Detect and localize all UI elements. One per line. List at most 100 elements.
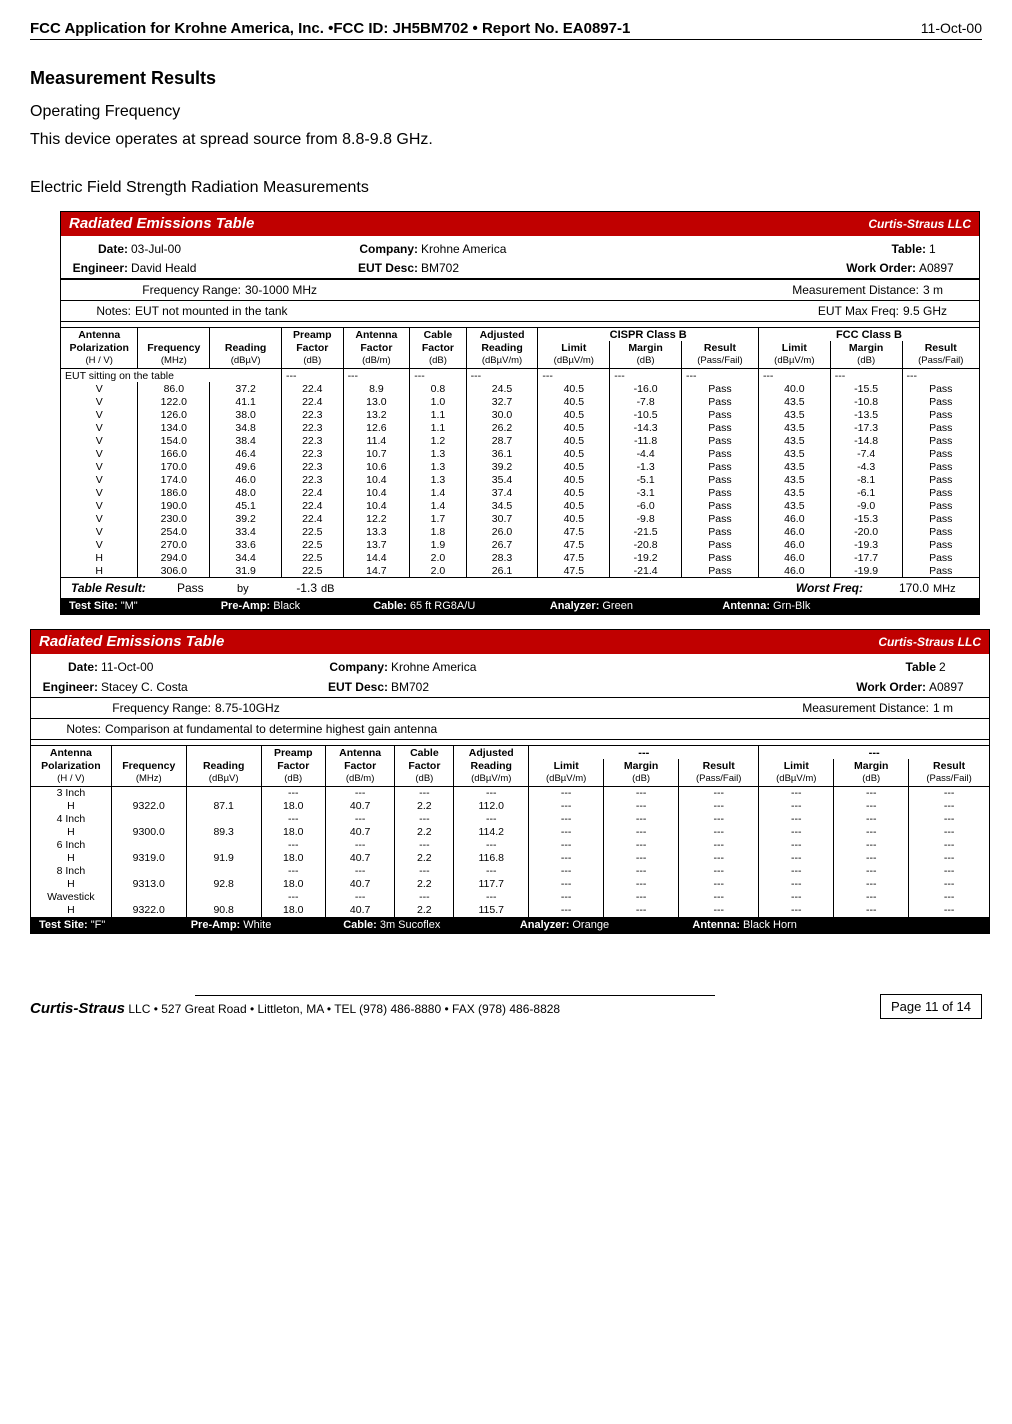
cable-value: 3m Sucoflex — [380, 919, 500, 931]
cell: Pass — [902, 434, 979, 447]
cell: --- — [834, 891, 909, 904]
cell: 48.0 — [210, 486, 282, 499]
date-value: 11-Oct-00 — [101, 658, 153, 677]
cell: --- — [834, 852, 909, 865]
cell: 270.0 — [138, 538, 210, 551]
cell: --- — [679, 852, 759, 865]
col-result1: Result — [679, 759, 759, 772]
cell: Pass — [682, 486, 759, 499]
cell: 2.0 — [410, 551, 466, 564]
cell — [186, 865, 261, 878]
unit-db4: (dB) — [834, 772, 909, 787]
cell: V — [61, 486, 138, 499]
freqrange-label: Frequency Range: — [142, 283, 241, 297]
cell: 1.8 — [410, 525, 466, 538]
operating-text: This device operates at spread source fr… — [30, 131, 982, 149]
eut-label: EUT Desc: — [328, 678, 388, 697]
cell: --- — [529, 904, 604, 917]
cell: 13.0 — [343, 395, 410, 408]
cell: --- — [679, 865, 759, 878]
cell: 40.5 — [538, 447, 610, 460]
cell: 1.1 — [410, 408, 466, 421]
cell: 46.0 — [210, 473, 282, 486]
cell: V — [61, 525, 138, 538]
table2-footer: Test Site: "F" Pre-Amp: White Cable: 3m … — [31, 917, 989, 933]
cell: 45.1 — [210, 499, 282, 512]
cell — [111, 839, 186, 852]
cell: 170.0 — [138, 460, 210, 473]
table-row: V186.048.022.410.41.437.440.5-3.1Pass43.… — [61, 486, 979, 499]
unit-dbuvm3: (dBµV/m) — [759, 772, 834, 787]
cell: Pass — [902, 525, 979, 538]
cell: 34.4 — [210, 551, 282, 564]
cell: 2.2 — [395, 878, 454, 891]
cell: 22.5 — [282, 564, 344, 577]
cell: Pass — [902, 551, 979, 564]
cell: 18.0 — [261, 904, 325, 917]
unit-pf2: (Pass/Fail) — [902, 354, 979, 369]
col-group2: --- — [759, 746, 989, 759]
by-value: -1.3 — [267, 581, 317, 595]
cell: 2.2 — [395, 904, 454, 917]
cell: 14.7 — [343, 564, 410, 577]
cell: V — [61, 473, 138, 486]
cell: --- — [834, 878, 909, 891]
engineer-value: David Heald — [131, 259, 196, 278]
cell: 38.4 — [210, 434, 282, 447]
cell: --- — [325, 839, 395, 852]
cell: 46.0 — [758, 564, 830, 577]
report-date: 11-Oct-00 — [921, 20, 982, 36]
cell: 8 Inch — [31, 865, 111, 878]
by-label: by — [237, 583, 267, 595]
cell: -4.3 — [830, 460, 902, 473]
table-row: V230.039.222.412.21.730.740.5-9.8Pass46.… — [61, 512, 979, 525]
cell: 22.3 — [282, 434, 344, 447]
unit-dbuvm3: (dBµV/m) — [758, 354, 830, 369]
cell: 18.0 — [261, 878, 325, 891]
cell: --- — [261, 839, 325, 852]
col-polarization: Polarization — [31, 759, 111, 772]
cell: 41.1 — [210, 395, 282, 408]
cell: H — [31, 800, 111, 813]
tableno-label: Table — [906, 658, 936, 677]
engineer-label: Engineer: — [43, 678, 98, 697]
cell: -7.8 — [610, 395, 682, 408]
cell: Pass — [682, 525, 759, 538]
col-limit1: Limit — [538, 341, 610, 354]
cell: Pass — [682, 460, 759, 473]
page-footer: Curtis-Straus LLC • 527 Great Road • Lit… — [30, 994, 982, 1019]
cell: -21.4 — [610, 564, 682, 577]
cell: 14.4 — [343, 551, 410, 564]
cell: --- — [759, 800, 834, 813]
cell: 2.2 — [395, 826, 454, 839]
cell: 43.5 — [758, 434, 830, 447]
cell: H — [31, 826, 111, 839]
wo-value: A0897 — [929, 678, 964, 697]
cell: Pass — [682, 512, 759, 525]
col-antenna-f: Antenna — [343, 328, 410, 341]
unit-dbm: (dB/m) — [325, 772, 395, 787]
cell: 40.5 — [538, 382, 610, 395]
cell: --- — [909, 786, 989, 800]
footer-text: LLC • 527 Great Road • Littleton, MA • T… — [125, 1002, 560, 1016]
cell: 46.4 — [210, 447, 282, 460]
cell: 40.5 — [538, 395, 610, 408]
cell — [111, 813, 186, 826]
cell — [186, 786, 261, 800]
freqrange-value: 8.75-10GHz — [215, 701, 280, 715]
cell: --- — [454, 839, 529, 852]
col-result2: Result — [902, 341, 979, 354]
cell: 9319.0 — [111, 852, 186, 865]
cell: V — [61, 538, 138, 551]
cell: V — [61, 395, 138, 408]
notes-label: Notes: — [96, 304, 131, 318]
col-factor2: Factor — [325, 759, 395, 772]
cell: 1.1 — [410, 421, 466, 434]
cell: Pass — [682, 551, 759, 564]
cell: -6.0 — [610, 499, 682, 512]
antenna-value: Grn-Blk — [773, 600, 810, 612]
antenna-label: Antenna: — [722, 600, 770, 612]
cell: 9300.0 — [111, 826, 186, 839]
maxfreq-value: 9.5 GHz — [903, 304, 947, 318]
cell: 306.0 — [138, 564, 210, 577]
